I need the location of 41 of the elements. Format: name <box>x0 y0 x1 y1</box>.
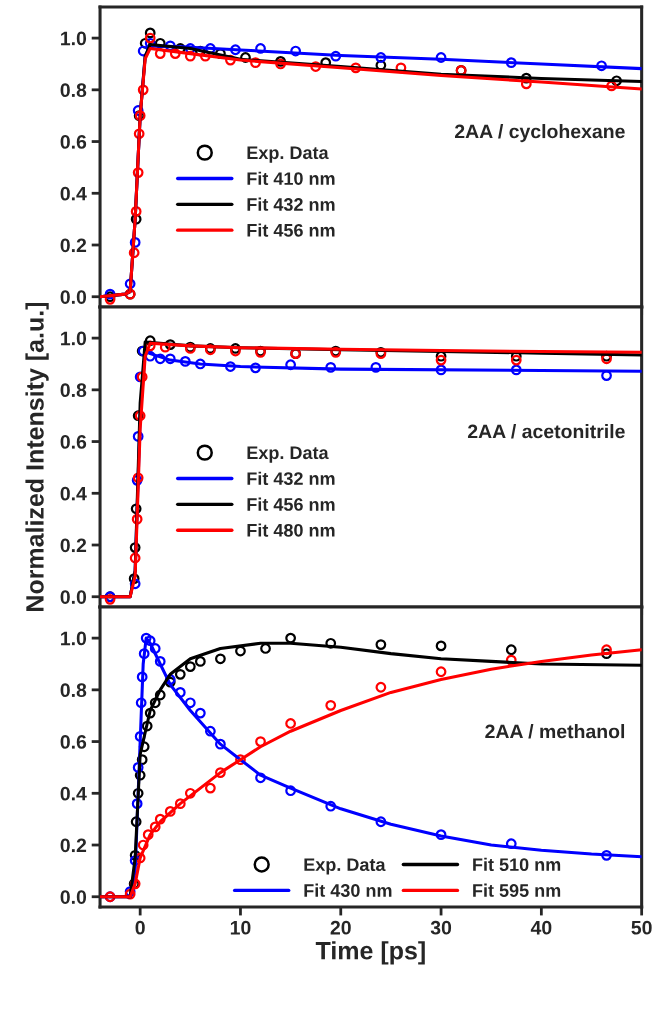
y-tick-label: 0.8 <box>60 683 87 698</box>
y-tick-label: 1.0 <box>61 31 87 46</box>
y-tick-label: 0.8 <box>60 83 87 98</box>
annotation: 2AA / acetonitrile <box>467 424 625 439</box>
y-tick-label: 0.0 <box>60 890 87 904</box>
y-tick-label: 0.6 <box>60 435 87 449</box>
x-tick-label: 0 <box>135 920 145 935</box>
y-tick-label: 1.0 <box>61 631 87 646</box>
legend-label: Fit 432 nm <box>247 197 335 211</box>
legend-label: Fit 456 nm <box>247 497 335 511</box>
legend-label: Fit 456 nm <box>247 223 335 237</box>
legend-label: Exp. Data <box>247 446 329 463</box>
y-tick-label: 1.0 <box>61 331 87 346</box>
y-tick-label: 0.6 <box>60 735 87 749</box>
y-tick-label: 0.4 <box>60 186 87 201</box>
x-tick-label: 30 <box>430 920 452 935</box>
annotation: 2AA / cyclohexane <box>454 124 625 143</box>
legend-label: Exp. Data <box>247 146 329 163</box>
y-axis-title: Normalized Intensity [a.u.] <box>25 302 49 611</box>
legend-label: Fit 510 nm <box>473 857 561 872</box>
legend-label: Exp. Data <box>304 858 386 875</box>
x-tick-label: 40 <box>530 920 552 935</box>
y-tick-label: 0.4 <box>60 786 87 801</box>
annotation: 2AA / methanol <box>485 724 625 739</box>
legend-label: Fit 595 nm <box>473 883 561 897</box>
y-tick-label: 0.2 <box>60 238 87 253</box>
y-tick-label: 0.6 <box>60 135 87 149</box>
legend-label: Fit 430 nm <box>304 883 392 897</box>
y-tick-label: 0.4 <box>60 486 87 501</box>
x-axis-title: Time [ps] <box>315 941 425 965</box>
legend-label: Fit 480 nm <box>247 523 335 537</box>
legend-label: Fit 432 nm <box>247 471 335 486</box>
y-tick-label: 0.0 <box>60 290 87 304</box>
x-tick-label: 10 <box>230 920 251 935</box>
y-tick-label: 0.0 <box>60 590 87 604</box>
x-tick-label: 20 <box>330 920 351 935</box>
legend-label: Fit 410 nm <box>247 171 335 185</box>
x-tick-label: 50 <box>631 920 652 935</box>
y-tick-label: 0.2 <box>60 838 87 853</box>
y-tick-label: 0.2 <box>60 538 87 553</box>
y-tick-label: 0.8 <box>60 383 87 398</box>
